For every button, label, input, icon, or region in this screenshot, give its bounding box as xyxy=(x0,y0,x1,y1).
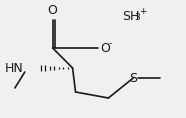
Text: 3: 3 xyxy=(134,13,140,23)
Text: SH: SH xyxy=(122,10,140,23)
Text: HN: HN xyxy=(5,61,24,74)
Text: -: - xyxy=(108,40,112,48)
Text: O: O xyxy=(100,42,110,55)
Text: O: O xyxy=(48,4,58,17)
Text: +: + xyxy=(139,8,147,17)
Text: S: S xyxy=(129,72,137,84)
